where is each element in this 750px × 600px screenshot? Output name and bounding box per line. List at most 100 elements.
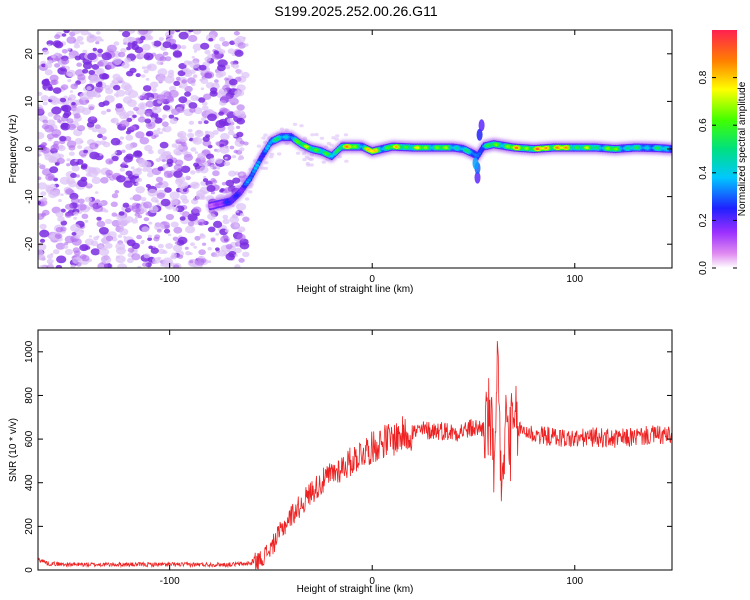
noise-blob xyxy=(155,158,161,162)
noise-blob xyxy=(86,34,97,42)
noise-blob xyxy=(220,133,230,141)
noise-blob xyxy=(224,64,230,69)
noise-blob xyxy=(111,193,119,199)
x-tick-label: 100 xyxy=(566,576,583,587)
noise-blob xyxy=(82,61,93,70)
noise-blob xyxy=(138,102,148,110)
noise-blob xyxy=(45,173,55,181)
noise-blob xyxy=(147,237,153,242)
noise-blob xyxy=(39,238,46,243)
noise-blob xyxy=(147,234,152,238)
noise-blob xyxy=(54,63,61,68)
noise-blob xyxy=(75,235,81,240)
noise-blob xyxy=(59,97,67,103)
noise-blob xyxy=(119,120,130,128)
noise-blob xyxy=(87,207,91,210)
noise-blob xyxy=(123,236,127,239)
noise-blob xyxy=(121,62,130,69)
noise-blob xyxy=(173,264,180,268)
noise-blob xyxy=(48,235,54,239)
noise-blob xyxy=(190,147,197,152)
noise-blob xyxy=(204,130,209,134)
noise-blob xyxy=(184,91,192,97)
noise-blob xyxy=(56,116,60,120)
noise-blob xyxy=(122,30,131,38)
ridge-spread-cell xyxy=(472,157,479,170)
colorbar-ticks: 0.0 0.2 0.4 0.6 0.8 xyxy=(698,70,737,275)
noise-blob xyxy=(56,157,65,164)
noise-blob xyxy=(145,132,152,137)
noise-blob xyxy=(105,235,114,242)
noise-blob xyxy=(66,163,71,167)
noise-blob xyxy=(239,213,245,217)
noise-blob xyxy=(41,197,47,201)
noise-blob xyxy=(132,114,137,119)
noise-blob xyxy=(60,84,69,90)
noise-blob xyxy=(170,221,179,228)
noise-blob xyxy=(134,150,142,157)
noise-blob xyxy=(83,149,89,154)
noise-blob xyxy=(62,112,70,119)
noise-blob xyxy=(97,53,103,58)
noise-blob xyxy=(112,57,123,65)
noise-blob xyxy=(151,87,157,93)
ridge-cell xyxy=(260,155,264,158)
spectrogram-xlabel: Height of straight line (km) xyxy=(297,284,414,295)
noise-blob xyxy=(61,65,66,69)
noise-blob xyxy=(228,130,235,136)
snr-ylabel: SNR (10 * v/v) xyxy=(8,418,19,482)
noise-blob xyxy=(264,161,269,165)
noise-blob xyxy=(116,89,126,97)
ridge-spread-cell xyxy=(478,119,485,132)
noise-blob xyxy=(142,262,148,267)
noise-blob xyxy=(204,56,211,62)
noise-blob xyxy=(73,211,79,216)
noise-blob xyxy=(161,121,169,127)
noise-blob xyxy=(335,134,340,138)
noise-blob xyxy=(80,164,88,170)
noise-blob xyxy=(175,144,183,151)
ridge-cell xyxy=(250,173,255,176)
noise-blob xyxy=(233,149,239,154)
ridge-cell xyxy=(255,164,260,167)
noise-blob xyxy=(143,201,152,209)
noise-blob xyxy=(147,188,158,197)
x-tick-label: -100 xyxy=(160,274,180,285)
noise-blob xyxy=(70,224,81,232)
noise-blob xyxy=(66,140,77,148)
noise-blob xyxy=(154,223,165,231)
noise-blob xyxy=(82,68,89,74)
figure-title: S199.2025.252.00.26.G11 xyxy=(274,3,437,19)
noise-blob xyxy=(162,105,171,111)
noise-blob xyxy=(105,88,114,95)
noise-blob xyxy=(76,125,86,132)
ridge-cell xyxy=(252,170,256,173)
noise-blob xyxy=(41,142,48,147)
noise-blob xyxy=(181,79,188,84)
noise-blob xyxy=(207,226,216,233)
noise-blob xyxy=(55,242,66,250)
noise-blob xyxy=(152,129,161,136)
noise-blob xyxy=(72,30,81,35)
noise-blob xyxy=(100,140,107,146)
noise-blob xyxy=(126,46,132,51)
noise-blob xyxy=(181,211,190,218)
noise-blob xyxy=(46,258,54,265)
noise-blob xyxy=(202,242,207,246)
noise-blob xyxy=(170,255,175,259)
y-tick-label: 10 xyxy=(24,95,35,107)
noise-blob xyxy=(66,118,74,124)
noise-blob xyxy=(39,164,46,170)
ridge-cell xyxy=(253,167,258,170)
ridge-spread-cell xyxy=(476,128,483,141)
noise-blob xyxy=(314,132,319,137)
noise-blob xyxy=(225,243,233,250)
noise-blob xyxy=(105,242,113,249)
noise-blob xyxy=(88,167,97,174)
noise-blob xyxy=(89,142,99,150)
noise-blob xyxy=(44,62,53,69)
noise-blob xyxy=(64,136,72,142)
noise-blob xyxy=(156,229,162,233)
noise-blob xyxy=(125,143,134,150)
noise-blob xyxy=(38,162,41,166)
